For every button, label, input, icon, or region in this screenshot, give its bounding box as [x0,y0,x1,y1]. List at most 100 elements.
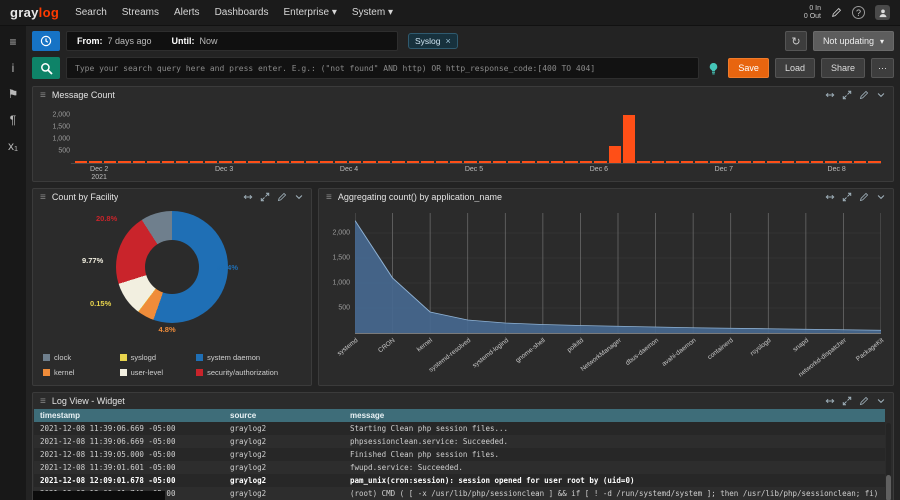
nav-item-enterprise[interactable]: Enterprise ▾ [283,7,336,18]
histogram-bar[interactable] [580,161,592,163]
user-avatar[interactable] [875,5,890,20]
histogram-bar[interactable] [695,161,707,163]
histogram-bar[interactable] [335,161,347,163]
donut-chart[interactable] [116,211,228,323]
histogram-bar[interactable] [363,161,375,163]
histogram-bar[interactable] [147,161,159,163]
histogram-bar[interactable] [551,161,563,163]
histogram-bar[interactable] [306,161,318,163]
help-icon[interactable]: ? [852,6,865,19]
histogram-bar[interactable] [133,161,145,163]
histogram-bar[interactable] [652,161,664,163]
sidebar-highlight-icon[interactable]: x₁ [8,140,18,153]
histogram-bar[interactable] [565,161,577,163]
histogram-bar[interactable] [609,146,621,163]
histogram-bar[interactable] [724,161,736,163]
histogram-bar[interactable] [522,161,534,163]
share-button[interactable]: Share [821,58,865,78]
histogram-bar[interactable] [436,161,448,163]
histogram-bar[interactable] [738,161,750,163]
legend-item-security-authorization[interactable]: security/authorization [196,368,305,377]
sidebar-info-icon[interactable]: i [12,62,15,75]
log-row[interactable]: 2021-12-08 11:39:06.669 -05:00graylog2ph… [34,435,885,448]
sidebar-menu-icon[interactable]: ≡ [9,36,16,49]
not-updating-dropdown[interactable]: Not updating ▾ [813,31,894,51]
histogram-bar[interactable] [623,115,635,163]
nav-item-alerts[interactable]: Alerts [174,7,200,18]
widget-edit-icon[interactable] [859,396,869,406]
more-actions-button[interactable]: ⋯ [871,58,894,78]
legend-item-clock[interactable]: clock [43,353,116,362]
widget-fullscreen-icon[interactable] [842,90,852,100]
load-button[interactable]: Load [775,58,815,78]
graylog-logo[interactable]: graylog [10,5,59,20]
search-input[interactable] [66,57,699,79]
drag-handle-icon[interactable]: ≡ [326,192,332,203]
histogram-bar[interactable] [176,161,188,163]
widget-move-icon[interactable] [825,396,835,406]
histogram-bar[interactable] [637,161,649,163]
histogram-bar[interactable] [234,161,246,163]
drag-handle-icon[interactable]: ≡ [40,396,46,407]
histogram-bar[interactable] [248,161,260,163]
histogram-bar[interactable] [479,161,491,163]
log-row[interactable]: 2021-12-08 12:09:01.678 -05:00graylog2pa… [34,474,885,487]
histogram-bar[interactable] [205,161,217,163]
remove-stream-icon[interactable]: × [446,36,451,46]
log-column-message[interactable]: message [344,409,885,422]
widget-edit-icon[interactable] [859,90,869,100]
search-button[interactable] [32,57,60,79]
area-chart-svg[interactable] [355,213,881,333]
histogram-bar[interactable] [666,161,678,163]
refresh-button[interactable]: ↻ [785,31,807,51]
histogram-bar[interactable] [681,161,693,163]
widget-collapse-icon[interactable] [876,192,886,202]
histogram-bar[interactable] [75,161,87,163]
widget-edit-icon[interactable] [859,192,869,202]
widget-collapse-icon[interactable] [294,192,304,202]
histogram-bar[interactable] [825,161,837,163]
histogram-bar[interactable] [811,161,823,163]
sidebar-fields-icon[interactable]: ¶ [10,114,16,127]
widget-collapse-icon[interactable] [876,90,886,100]
widget-fullscreen-icon[interactable] [842,396,852,406]
widget-collapse-icon[interactable] [876,396,886,406]
histogram-bar[interactable] [262,161,274,163]
histogram-bar[interactable] [782,161,794,163]
histogram-bar[interactable] [464,161,476,163]
histogram-bar[interactable] [450,161,462,163]
histogram-bar[interactable] [349,161,361,163]
histogram-bar[interactable] [407,161,419,163]
histogram-bar[interactable] [839,161,851,163]
stream-filter-chip[interactable]: Syslog × [408,33,458,49]
histogram-bar[interactable] [537,161,549,163]
histogram-bar[interactable] [753,161,765,163]
log-row[interactable]: 2021-12-08 11:39:06.669 -05:00graylog2St… [34,422,885,435]
log-column-timestamp[interactable]: timestamp [34,409,224,422]
histogram-bar[interactable] [190,161,202,163]
histogram-bar[interactable] [594,161,606,163]
histogram-bar[interactable] [421,161,433,163]
timerange-field[interactable]: From: 7 days ago Until: Now [66,31,398,51]
sidebar-filter-icon[interactable]: ⚑ [8,88,19,101]
histogram-bar[interactable] [854,161,866,163]
drag-handle-icon[interactable]: ≡ [40,90,46,101]
histogram-bar[interactable] [104,161,116,163]
widget-edit-icon[interactable] [277,192,287,202]
widget-move-icon[interactable] [243,192,253,202]
widget-fullscreen-icon[interactable] [260,192,270,202]
log-scrollbar-thumb[interactable] [886,475,891,500]
widget-fullscreen-icon[interactable] [842,192,852,202]
nav-item-streams[interactable]: Streams [122,7,159,18]
log-row[interactable]: 2021-12-08 11:39:05.000 -05:00graylog2Fi… [34,448,885,461]
from-value[interactable]: 7 days ago [108,36,152,46]
histogram-bar[interactable] [277,161,289,163]
legend-item-user-level[interactable]: user-level [120,368,193,377]
nav-item-dashboards[interactable]: Dashboards [215,7,269,18]
histogram-bar[interactable] [796,161,808,163]
legend-item-syslogd[interactable]: syslogd [120,353,193,362]
legend-item-kernel[interactable]: kernel [43,368,116,377]
drag-handle-icon[interactable]: ≡ [40,192,46,203]
histogram-bar[interactable] [219,161,231,163]
until-value[interactable]: Now [200,36,218,46]
